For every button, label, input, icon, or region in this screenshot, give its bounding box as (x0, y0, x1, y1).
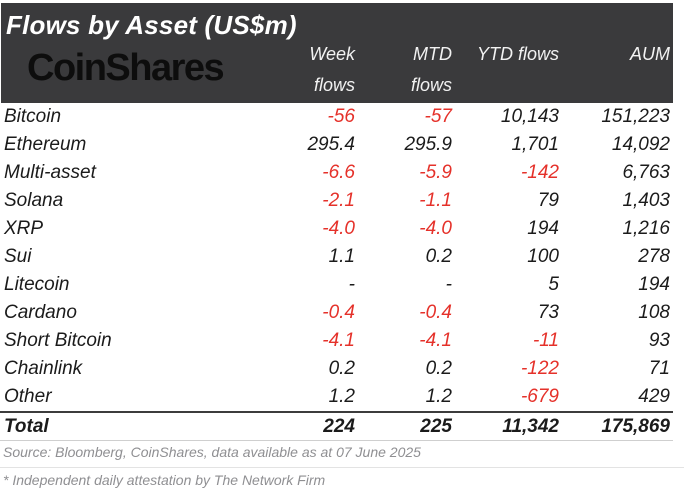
week-flows-value: -0.4 (322, 302, 355, 323)
asset-name: Bitcoin (4, 106, 62, 127)
table-total-row: Total 224 225 11,342 175,869 (0, 413, 673, 440)
table-row: Sui 1.1 0.2 100 278 (0, 243, 684, 271)
table-row: Other 1.2 1.2 -679 429 (0, 383, 684, 411)
ytd-flows-value: 11,342 (502, 415, 559, 437)
table-body: Bitcoin -56 -57 10,143 151,223 Ethereum 295.4 2… (0, 103, 684, 411)
column-header-line2: AUM (630, 44, 670, 64)
asset-name: Total (4, 415, 49, 437)
ytd-flows-value: 194 (527, 218, 559, 239)
aum-value: 93 (648, 330, 670, 351)
asset-name: Chainlink (4, 358, 83, 379)
table-total-row-container: Total 224 225 11,342 175,869 (0, 411, 673, 441)
column-header-week-flows: Week flows (230, 39, 355, 101)
week-flows-value: -4.0 (322, 218, 355, 239)
asset-name: Sui (4, 246, 32, 267)
asset-name: Solana (4, 190, 64, 211)
aum-value: 6,763 (622, 162, 670, 183)
week-flows-value: -56 (327, 106, 355, 127)
aum-value: 429 (638, 386, 670, 407)
column-header-line2: flows (410, 75, 452, 95)
column-header-aum: AUM (559, 39, 670, 70)
asset-name: Short Bitcoin (4, 330, 112, 351)
aum-value: 175,869 (601, 415, 670, 437)
aum-value: 194 (638, 274, 670, 295)
mtd-flows-value: 1.2 (425, 386, 452, 407)
coinshares-logo: CoinShares (27, 47, 225, 89)
week-flows-value: 295.4 (307, 134, 355, 155)
table-row: Multi-asset -6.6 -5.9 -142 6,763 (0, 159, 684, 187)
aum-value: 71 (648, 358, 670, 379)
mtd-flows-value: 0.2 (425, 358, 452, 379)
aum-value: 151,223 (601, 106, 670, 127)
column-header-line2: YTD flows (476, 44, 559, 64)
column-header-line1: MTD (413, 44, 452, 64)
aum-value: 108 (638, 302, 670, 323)
column-header-line1: Week (309, 44, 355, 64)
aum-value: 14,092 (611, 134, 670, 155)
column-header-mtd-flows: MTD flows (355, 39, 452, 101)
aum-value: 278 (638, 246, 670, 267)
mtd-flows-value: -5.9 (419, 162, 452, 183)
source-note: Source: Bloomberg, CoinShares, data avai… (3, 444, 421, 460)
ytd-flows-value: -142 (520, 162, 559, 183)
asset-name: Cardano (4, 302, 77, 323)
mtd-flows-value: 225 (420, 415, 452, 437)
table-row: Short Bitcoin -4.1 -4.1 -11 93 (0, 327, 684, 355)
ytd-flows-value: 79 (537, 190, 559, 211)
asset-name: Other (4, 386, 52, 407)
mtd-flows-value: 0.2 (425, 246, 452, 267)
asset-name: Litecoin (4, 274, 70, 295)
week-flows-value: -6.6 (322, 162, 355, 183)
ytd-flows-value: -122 (520, 358, 559, 379)
column-header-line2: flows (313, 75, 355, 95)
table-row: Ethereum 295.4 295.9 1,701 14,092 (0, 131, 684, 159)
aum-value: 1,216 (622, 218, 670, 239)
ytd-flows-value: 10,143 (500, 106, 559, 127)
table-row: Cardano -0.4 -0.4 73 108 (0, 299, 684, 327)
asset-name: Ethereum (4, 134, 87, 155)
page-title: Flows by Asset (US$m) (6, 10, 297, 40)
mtd-flows-value: -1.1 (419, 190, 452, 211)
table-header-panel: Flows by Asset (US$m) CoinShares Week fl… (1, 3, 673, 103)
week-flows-value: -2.1 (322, 190, 355, 211)
attestation-note: * Independent daily attestation by The N… (3, 472, 326, 488)
week-flows-value: -4.1 (322, 330, 355, 351)
footer-divider (0, 467, 684, 468)
table-row: Chainlink 0.2 0.2 -122 71 (0, 355, 684, 383)
mtd-flows-value: -0.4 (419, 302, 452, 323)
ytd-flows-value: 100 (527, 246, 559, 267)
week-flows-value: - (348, 274, 355, 295)
ytd-flows-value: 5 (548, 274, 559, 295)
ytd-flows-value: -11 (532, 330, 559, 351)
week-flows-value: 1.2 (328, 386, 355, 407)
table-row: Bitcoin -56 -57 10,143 151,223 (0, 103, 684, 131)
mtd-flows-value: -57 (424, 106, 452, 127)
asset-name: XRP (4, 218, 44, 239)
week-flows-value: 0.2 (328, 358, 355, 379)
asset-name: Multi-asset (4, 162, 96, 183)
ytd-flows-value: 73 (537, 302, 559, 323)
mtd-flows-value: - (445, 274, 452, 295)
mtd-flows-value: -4.0 (419, 218, 452, 239)
mtd-flows-value: 295.9 (404, 134, 452, 155)
week-flows-value: 224 (323, 415, 355, 437)
table-row: XRP -4.0 -4.0 194 1,216 (0, 215, 684, 243)
mtd-flows-value: -4.1 (419, 330, 452, 351)
ytd-flows-value: -679 (520, 386, 559, 407)
week-flows-value: 1.1 (328, 246, 355, 267)
table-row: Solana -2.1 -1.1 79 1,403 (0, 187, 684, 215)
ytd-flows-value: 1,701 (511, 134, 559, 155)
table-row: Litecoin - - 5 194 (0, 271, 684, 299)
column-header-ytd-flows: YTD flows (452, 39, 559, 70)
aum-value: 1,403 (622, 190, 670, 211)
